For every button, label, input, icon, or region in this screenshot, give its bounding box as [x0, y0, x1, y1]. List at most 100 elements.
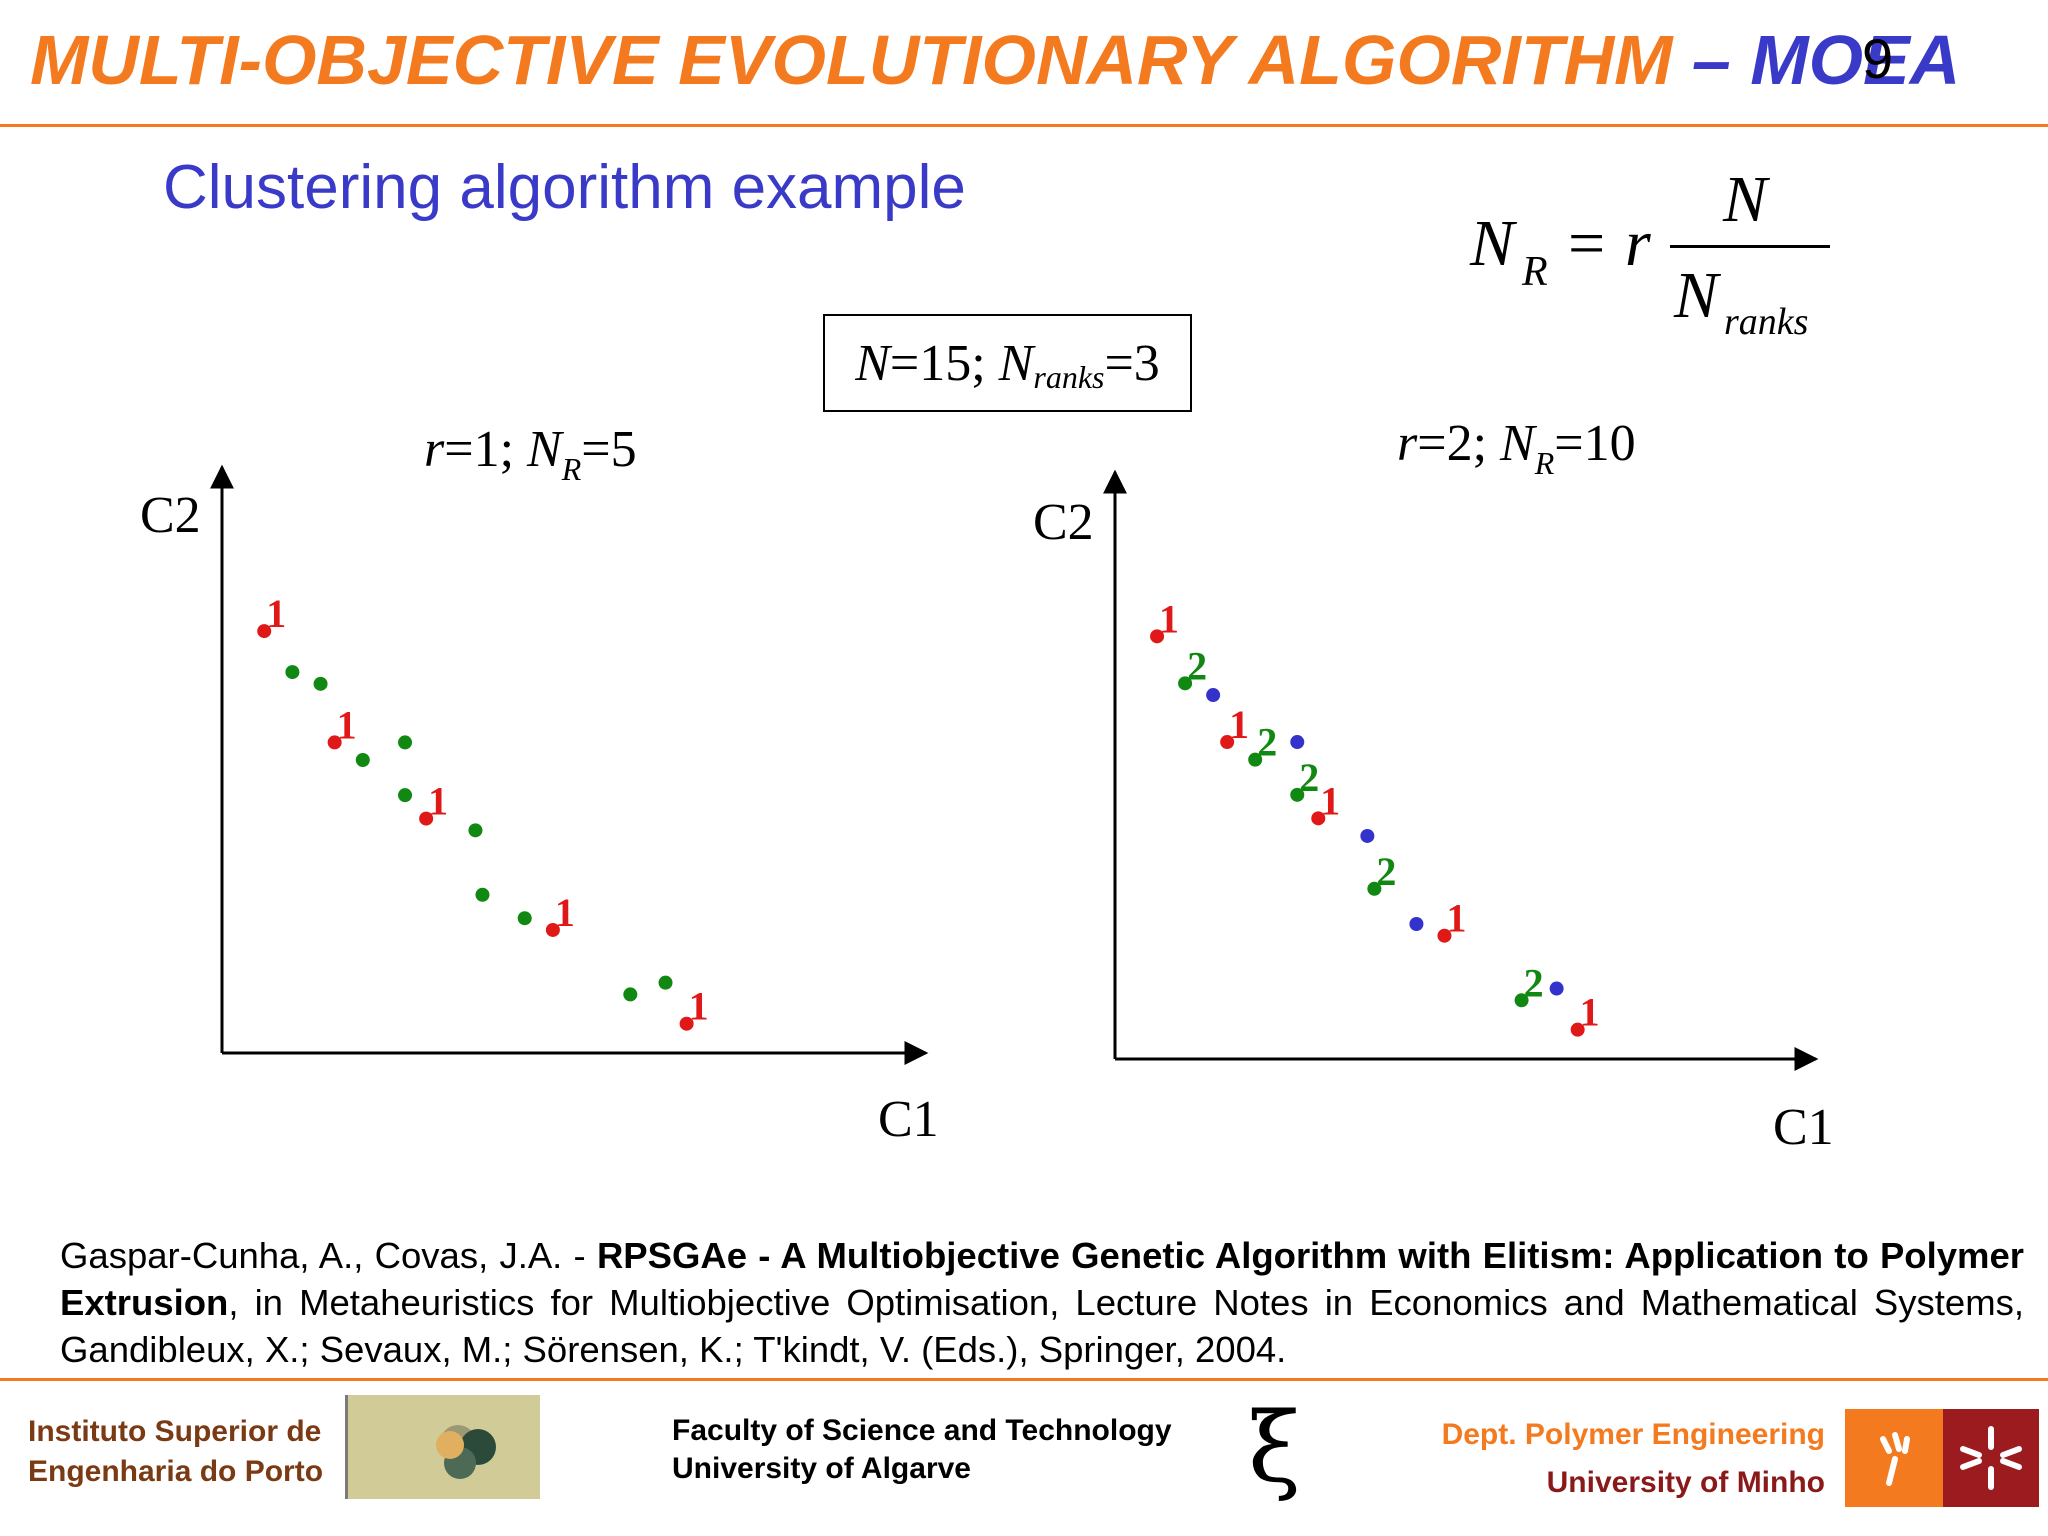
chart2-point-7 — [1311, 811, 1326, 826]
chart2-point-8 — [1360, 828, 1375, 843]
chart1-title: r=1; NR=5 — [424, 420, 637, 487]
chart2-point-1 — [1178, 676, 1193, 691]
formula-lhs-sub: R — [1522, 249, 1548, 295]
chart2-point-label-6: 2 — [1299, 755, 1319, 800]
title-main: MULTI-OBJECTIVE EVOLUTIONARY ALGORITHM — [30, 21, 1673, 99]
isep-logo-graphic — [436, 1425, 496, 1479]
chart1-points: 1 1 1 1 1 — [257, 591, 709, 1031]
isep-logo — [345, 1395, 540, 1499]
chart2-point-label-9: 2 — [1376, 849, 1396, 894]
footer-isep-line1: Instituto Superior de — [28, 1415, 322, 1448]
chart2-ylabel: C2 — [1033, 494, 1094, 551]
chart1-title-r: r — [424, 421, 445, 478]
footer-ualg: Faculty of Science and Technology Univer… — [672, 1412, 1172, 1488]
chart1-point-9 — [475, 887, 490, 902]
citation-authors: Gaspar-Cunha, A., Covas, J.A. - — [60, 1235, 597, 1276]
xi-logo: ξ — [1248, 1392, 1301, 1504]
param-n-label: N — [855, 334, 890, 392]
chart2-title: r=2; NR=10 — [1397, 414, 1636, 481]
chart2-point-label-7: 1 — [1320, 778, 1340, 823]
chart2-title-r-value: =2; — [1417, 415, 1501, 472]
chart2-point-label-4: 2 — [1257, 720, 1277, 765]
formula-equals: = — [1568, 207, 1606, 280]
slide-subtitle: Clustering algorithm example — [163, 153, 966, 222]
footer-ualg-line2: University of Algarve — [672, 1452, 971, 1485]
param-n-value: =15; — [889, 334, 999, 392]
chart1-point-2 — [313, 676, 328, 691]
citation-details: , in Metaheuristics for Multiobjective O… — [60, 1282, 2024, 1370]
chart2-title-r: r — [1397, 415, 1418, 472]
header-divider — [0, 124, 2048, 127]
slide-title: MULTI-OBJECTIVE EVOLUTIONARY ALGORITHM –… — [30, 20, 1960, 100]
formula-numerator: N — [1723, 163, 1768, 236]
title-acronym: MOEA — [1750, 21, 1961, 99]
chart2-point-label-11: 1 — [1446, 896, 1466, 941]
chart1-title-r-value: =1; — [444, 421, 528, 478]
formula-denominator: N — [1674, 259, 1719, 332]
chart1-point-5 — [398, 735, 413, 750]
chart1-point-0 — [257, 624, 272, 639]
chart2-point-4 — [1248, 752, 1263, 767]
chart2-point-10 — [1409, 916, 1424, 931]
chart2-point-0 — [1150, 629, 1165, 644]
chart2-title-n: N — [1500, 415, 1535, 472]
chart1-point-12 — [623, 987, 638, 1002]
chart1-point-3 — [327, 735, 342, 750]
title-dash: – — [1672, 21, 1751, 99]
formula-denominator-sub: ranks — [1724, 301, 1809, 343]
uminho-logo-right-graphic — [1960, 1426, 2022, 1490]
uminho-logo-left — [1845, 1409, 1943, 1507]
chart1-point-14 — [679, 1016, 694, 1031]
page-number: 9 — [1862, 27, 1894, 90]
footer-divider — [0, 1378, 2048, 1381]
chart2-point-11 — [1437, 928, 1452, 943]
chart1-point-7 — [419, 811, 434, 826]
citation-title: RPSGAe - A Multiobjective Genetic Algori… — [60, 1235, 2025, 1323]
chart2-point-label-1: 2 — [1187, 643, 1207, 688]
chart2-point-5 — [1290, 735, 1305, 750]
chart2-title-n-value: =10 — [1554, 415, 1636, 472]
chart1-point-label-3: 1 — [337, 702, 357, 747]
uminho-logo-right — [1943, 1409, 2039, 1507]
chart1-ylabel: C2 — [140, 487, 201, 544]
footer-isep: Instituto Superior de Engenharia do Port… — [28, 1412, 323, 1492]
chart2-point-13 — [1549, 981, 1564, 996]
chart2-point-12 — [1514, 993, 1529, 1008]
footer-ualg-line1: Faculty of Science and Technology — [672, 1414, 1172, 1447]
formula-coef: r — [1625, 207, 1651, 280]
chart1-point-13 — [658, 975, 673, 990]
chart1-title-n-value: =5 — [581, 421, 637, 478]
chart2-point-3 — [1220, 735, 1235, 750]
chart1-point-8 — [468, 823, 483, 838]
footer-uminho-dept: Dept. Polymer Engineering — [1441, 1418, 1825, 1451]
chart1-point-4 — [355, 753, 370, 767]
chart2-point-9 — [1367, 881, 1382, 896]
chart2-title-n-sub: R — [1534, 445, 1555, 481]
citation: Gaspar-Cunha, A., Covas, J.A. - RPSGAe -… — [60, 1232, 2024, 1373]
chart2-point-label-14: 1 — [1580, 990, 1600, 1035]
chart2-point-6 — [1290, 787, 1305, 802]
param-ranks-label: N — [998, 334, 1034, 392]
chart2-point-label-0: 1 — [1159, 596, 1179, 641]
chart2-point-14 — [1570, 1022, 1585, 1037]
chart1-point-11 — [545, 922, 560, 937]
chart1-point-label-0: 1 — [266, 591, 286, 636]
footer-uminho-univ: University of Minho — [1546, 1466, 1825, 1499]
chart2-point-2 — [1206, 688, 1221, 703]
param-ranks-value: =3 — [1104, 334, 1160, 392]
chart1-title-n: N — [527, 421, 562, 478]
param-ranks-sub: ranks — [1033, 358, 1105, 395]
chart1-point-10 — [517, 911, 532, 926]
chart1-point-6 — [398, 788, 413, 803]
chart2-point-label-3: 1 — [1229, 702, 1249, 747]
chart1-point-1 — [285, 665, 300, 680]
chart1-point-label-14: 1 — [689, 984, 709, 1029]
footer-isep-line2: Engenharia do Porto — [28, 1455, 324, 1488]
chart2-point-label-12: 2 — [1524, 960, 1544, 1005]
chart1-xlabel: C1 — [878, 1091, 939, 1148]
chart1-title-n-sub: R — [561, 451, 582, 487]
formula-lhs: N — [1470, 207, 1515, 280]
